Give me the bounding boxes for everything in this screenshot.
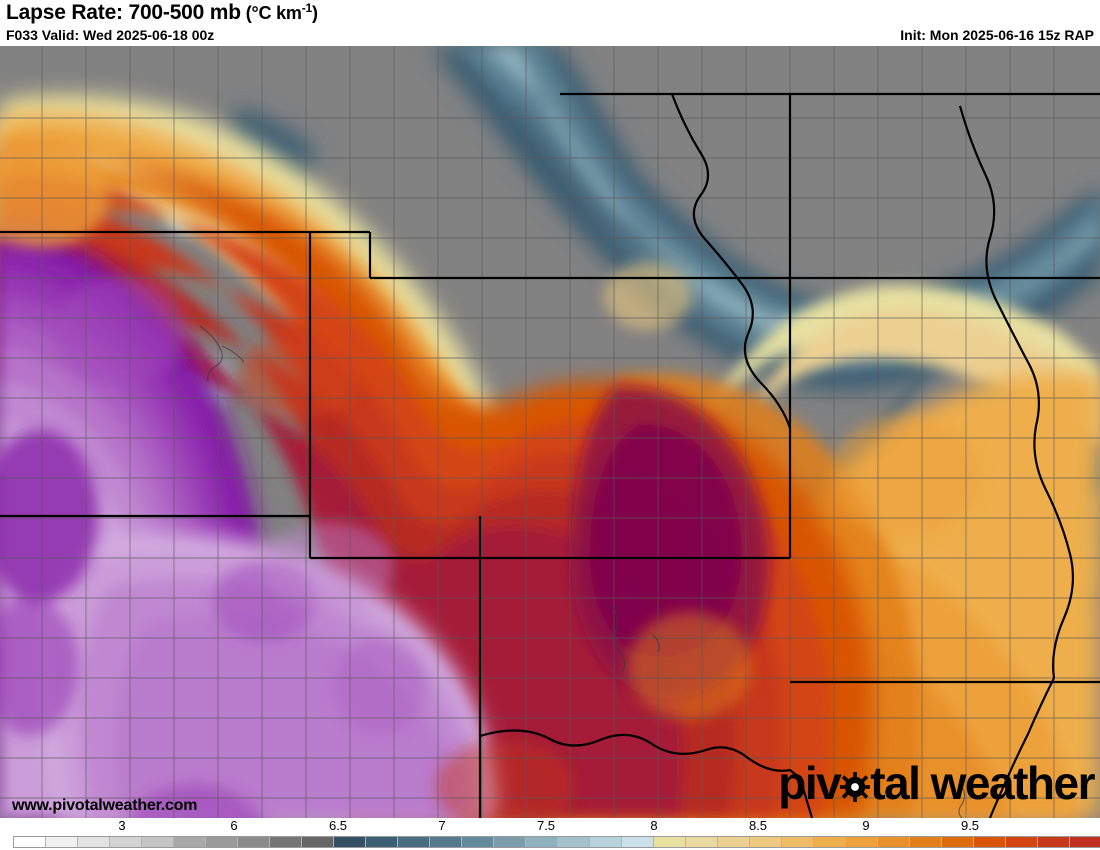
colorbar-tick: 9.5	[960, 818, 980, 833]
colorbar-swatch[interactable]	[910, 837, 942, 847]
colorbar-tick: 7.5	[536, 818, 556, 833]
colorbar-swatch[interactable]	[1070, 837, 1100, 847]
colorbar-swatch[interactable]	[750, 837, 782, 847]
pivotal-weather-logo: piv tal weather	[778, 757, 1095, 809]
colorbar-swatch[interactable]	[238, 837, 270, 847]
colorbar-swatches[interactable]	[13, 836, 1100, 848]
colorbar-swatch[interactable]	[142, 837, 174, 847]
title-units: (°C km	[245, 3, 302, 23]
colorbar-tick-labels: 3 6 6.5 7 7.5 8 8.5 9 9.5	[0, 818, 1100, 835]
colorbar-swatch[interactable]	[1006, 837, 1038, 847]
colorbar-swatch[interactable]	[942, 837, 974, 847]
colorbar-swatch[interactable]	[302, 837, 334, 847]
colorbar-swatch[interactable]	[14, 837, 46, 847]
colorbar-swatch[interactable]	[334, 837, 366, 847]
colorbar-swatch[interactable]	[78, 837, 110, 847]
colorbar-swatch[interactable]	[462, 837, 494, 847]
river-detail	[199, 325, 966, 818]
init-time-label: Init: Mon 2025-06-16 15z RAP	[900, 27, 1094, 43]
colorbar-swatch[interactable]	[398, 837, 430, 847]
county-boundaries	[0, 46, 1100, 818]
colorbar-swatch[interactable]	[366, 837, 398, 847]
colorbar-swatch[interactable]	[974, 837, 1006, 847]
colorbar-swatch[interactable]	[814, 837, 846, 847]
map-canvas[interactable]: www.pivotalweather.com piv tal weather	[0, 46, 1100, 818]
colorbar-swatch[interactable]	[110, 837, 142, 847]
site-url-watermark: www.pivotalweather.com	[12, 797, 198, 814]
state-boundaries	[0, 92, 1100, 818]
colorbar[interactable]: 3 6 6.5 7 7.5 8 8.5 9 9.5	[0, 818, 1100, 850]
colorbar-swatch[interactable]	[430, 837, 462, 847]
colorbar-swatch[interactable]	[526, 837, 558, 847]
colorbar-swatch[interactable]	[654, 837, 686, 847]
map-header: Lapse Rate: 700-500 mb (°C km-1) F033 Va…	[0, 0, 1100, 46]
colorbar-swatch[interactable]	[590, 837, 622, 847]
title-units-exponent: -1	[301, 1, 312, 15]
colorbar-swatch[interactable]	[622, 837, 654, 847]
colorbar-swatch[interactable]	[494, 837, 526, 847]
colorbar-swatch[interactable]	[1038, 837, 1070, 847]
colorbar-swatch[interactable]	[558, 837, 590, 847]
colorbar-swatch[interactable]	[174, 837, 206, 847]
colorbar-swatch[interactable]	[878, 837, 910, 847]
colorbar-swatch[interactable]	[782, 837, 814, 847]
logo-text-part1: piv	[778, 757, 841, 809]
colorbar-swatch[interactable]	[846, 837, 878, 847]
valid-time-label: F033 Valid: Wed 2025-06-18 00z	[6, 27, 215, 43]
logo-text-part2: tal weather	[870, 757, 1095, 809]
colorbar-tick: 3	[118, 818, 126, 833]
colorbar-tick: 6.5	[328, 818, 348, 833]
colorbar-swatch[interactable]	[270, 837, 302, 847]
colorbar-tick: 8.5	[748, 818, 768, 833]
title-units-close: )	[311, 3, 318, 23]
colorbar-swatch[interactable]	[206, 837, 238, 847]
colorbar-tick: 6	[230, 818, 238, 833]
colorbar-tick: 7	[438, 818, 446, 833]
colorbar-swatch[interactable]	[46, 837, 78, 847]
colorbar-swatch[interactable]	[718, 837, 750, 847]
gear-o-icon	[840, 772, 871, 802]
page-title: Lapse Rate: 700-500 mb (°C km-1)	[6, 1, 318, 25]
lapse-rate-contour-field	[0, 46, 1100, 818]
colorbar-swatch[interactable]	[686, 837, 718, 847]
colorbar-tick: 8	[650, 818, 658, 833]
title-variable: Lapse Rate: 700-500 mb	[6, 1, 241, 24]
colorbar-tick: 9	[862, 818, 870, 833]
